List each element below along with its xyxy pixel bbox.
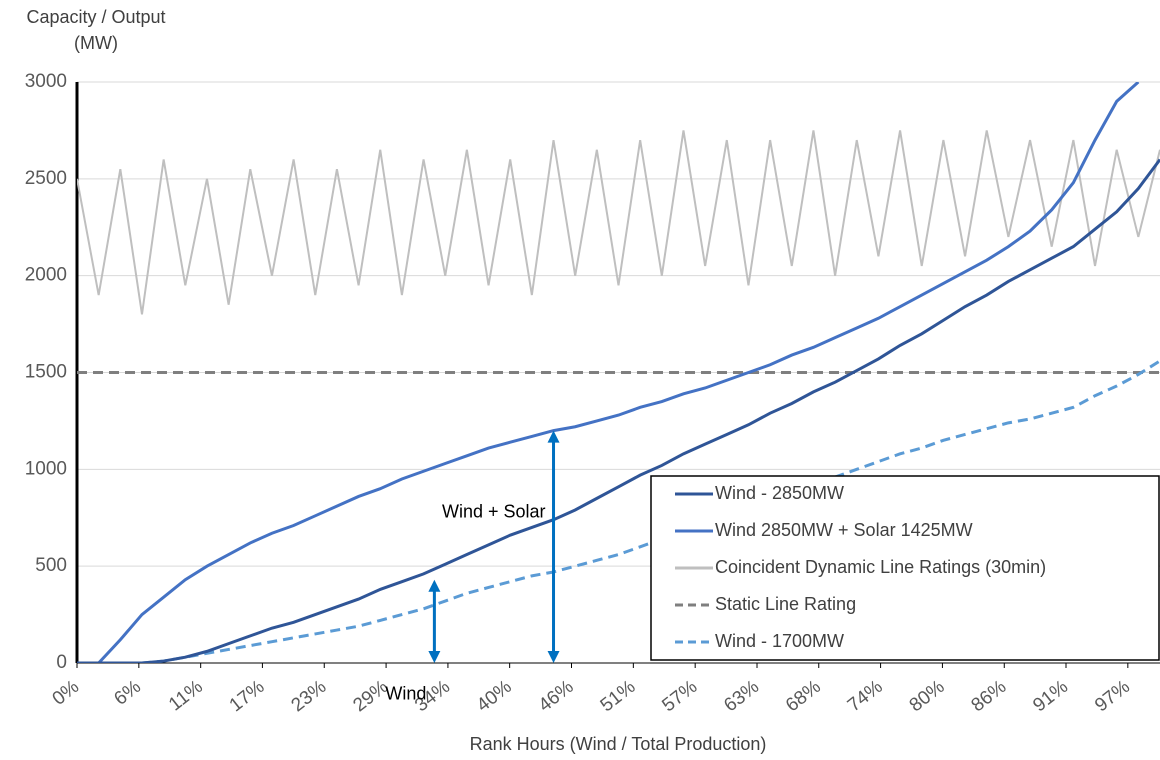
arrow-head: [547, 651, 560, 663]
y-axis-title: Capacity / Output: [26, 7, 165, 27]
x-tick-label: 40%: [473, 676, 516, 716]
x-tick-label: 86%: [968, 676, 1011, 716]
plot-area: [77, 82, 1160, 663]
x-tick-label: 0%: [49, 676, 84, 710]
y-tick-label: 2500: [25, 168, 67, 189]
legend-label: Wind 2850MW + Solar 1425MW: [715, 520, 973, 540]
annotation-text: Wind + Solar: [442, 501, 546, 521]
series-line: [77, 130, 1160, 315]
y-tick-label: 0: [56, 652, 67, 673]
legend-label: Wind - 1700MW: [715, 631, 844, 651]
arrow-head: [428, 651, 441, 663]
x-tick-label: 46%: [535, 676, 578, 716]
arrow-head: [547, 430, 560, 443]
legend-box: [650, 475, 1160, 661]
legend-label: Coincident Dynamic Line Ratings (30min): [715, 557, 1046, 577]
x-tick-label: 11%: [165, 676, 207, 715]
x-tick-label: 51%: [597, 676, 640, 716]
series-line: [77, 158, 1160, 663]
legend-label: Static Line Rating: [715, 594, 856, 614]
x-tick-label: 80%: [906, 676, 949, 716]
series-line: [77, 359, 1160, 663]
x-tick-label: 68%: [782, 676, 825, 716]
annotation-text: Wind: [385, 683, 426, 703]
x-tick-label: 6%: [110, 676, 145, 710]
x-tick-label: 97%: [1091, 676, 1134, 716]
y-tick-label: 1500: [25, 362, 67, 383]
x-tick-label: 57%: [658, 676, 701, 716]
legend-label: Wind - 2850MW: [715, 483, 844, 503]
y-tick-label: 3000: [25, 71, 67, 92]
x-tick-label: 91%: [1029, 676, 1072, 716]
y-axis-title: (MW): [74, 33, 118, 53]
series-line: [77, 82, 1140, 663]
y-tick-label: 500: [35, 555, 67, 576]
arrow-head: [428, 579, 441, 592]
x-tick-label: 63%: [720, 676, 763, 716]
x-tick-label: 23%: [288, 676, 331, 716]
x-axis-title: Rank Hours (Wind / Total Production): [470, 734, 767, 754]
y-tick-label: 1000: [25, 458, 67, 479]
x-tick-label: 17%: [226, 676, 269, 716]
y-tick-label: 2000: [25, 265, 67, 286]
x-tick-label: 74%: [844, 676, 887, 716]
